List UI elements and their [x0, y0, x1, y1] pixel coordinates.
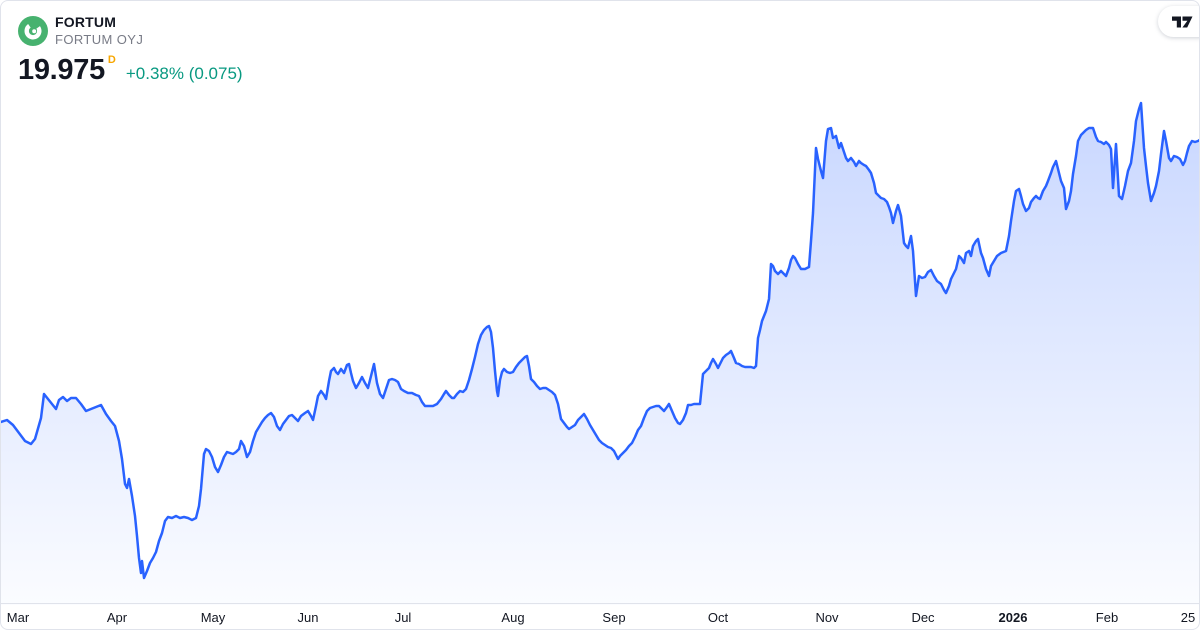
company-name: FORTUM OYJ [55, 32, 144, 48]
x-axis-label-sep: Sep [602, 610, 626, 625]
tradingview-logo-icon [1172, 14, 1193, 30]
x-axis-label-may: May [200, 610, 226, 625]
x-axis-label-apr: Apr [106, 610, 128, 625]
x-axis-label-jun: Jun [297, 610, 319, 625]
fortum-logo [18, 15, 48, 46]
x-axis-label-nov: Nov [815, 610, 839, 625]
x-axis-label-jul: Jul [394, 610, 412, 625]
x-axis-label-25: 25 [1180, 610, 1196, 625]
x-axis-label-2026: 2026 [998, 610, 1028, 625]
tradingview-logo-link[interactable] [1158, 6, 1199, 37]
x-axis-label-dec: Dec [911, 610, 935, 625]
price-line-path [1, 101, 1199, 580]
x-axis: Mar Apr May Jun Jul Aug Sep Oct Nov Dec 2026 Feb 25 [1, 603, 1199, 629]
x-axis-line [1, 603, 1199, 604]
symbol-name[interactable]: FORTUM [55, 14, 117, 30]
last-price: 19.975 [18, 53, 105, 86]
price-area-fill [1, 103, 1199, 605]
price-change: +0.38% (0.075) [125, 64, 243, 83]
widget-header: FORTUM FORTUM OYJ 19.975 D +0.38% (0.075… [18, 14, 243, 85]
x-axis-label-feb: Feb [1095, 610, 1119, 625]
x-axis-label-aug: Aug [501, 610, 525, 625]
x-axis-label-mar: Mar [6, 610, 30, 625]
x-axis-label-oct: Oct [707, 610, 729, 625]
interval-badge: D [107, 53, 116, 66]
